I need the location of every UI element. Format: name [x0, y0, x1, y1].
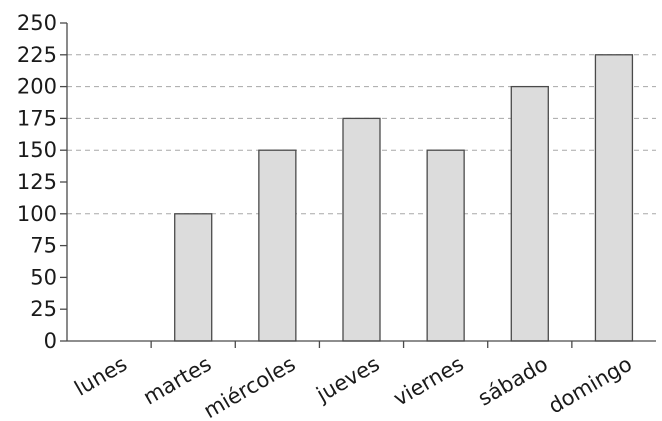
y-tick-label: 75	[30, 234, 57, 258]
bar-martes	[174, 213, 213, 342]
y-tick-label: 50	[30, 265, 57, 289]
y-tick-label: 0	[44, 329, 57, 353]
y-tick-label: 250	[17, 11, 57, 35]
x-tick-label: lunes	[70, 352, 131, 401]
y-tick-label: 225	[17, 43, 57, 67]
bar-jueves	[342, 117, 381, 342]
bars	[174, 54, 634, 342]
y-tick-label: 200	[17, 75, 57, 99]
bar-sábado	[510, 85, 549, 342]
y-tick-label: 25	[30, 297, 57, 321]
bar-miércoles	[258, 149, 297, 342]
bar-viernes	[426, 149, 465, 342]
x-tick-label: sábado	[474, 352, 552, 411]
x-tick-label: jueves	[312, 352, 384, 407]
y-tick-label: 125	[17, 170, 57, 194]
x-tick-label: miércoles	[200, 352, 300, 421]
x-tick-label: viernes	[389, 352, 467, 411]
y-axis-ticks: 0 25 50 75 100 125 150 175 200 225 250	[17, 11, 67, 353]
y-tick-label: 100	[17, 202, 57, 226]
y-tick-label: 175	[17, 106, 57, 130]
bar-domingo	[594, 54, 634, 342]
y-tick-label: 150	[17, 138, 57, 162]
x-tick-label: domingo	[544, 352, 636, 419]
grid-lines	[67, 54, 656, 215]
